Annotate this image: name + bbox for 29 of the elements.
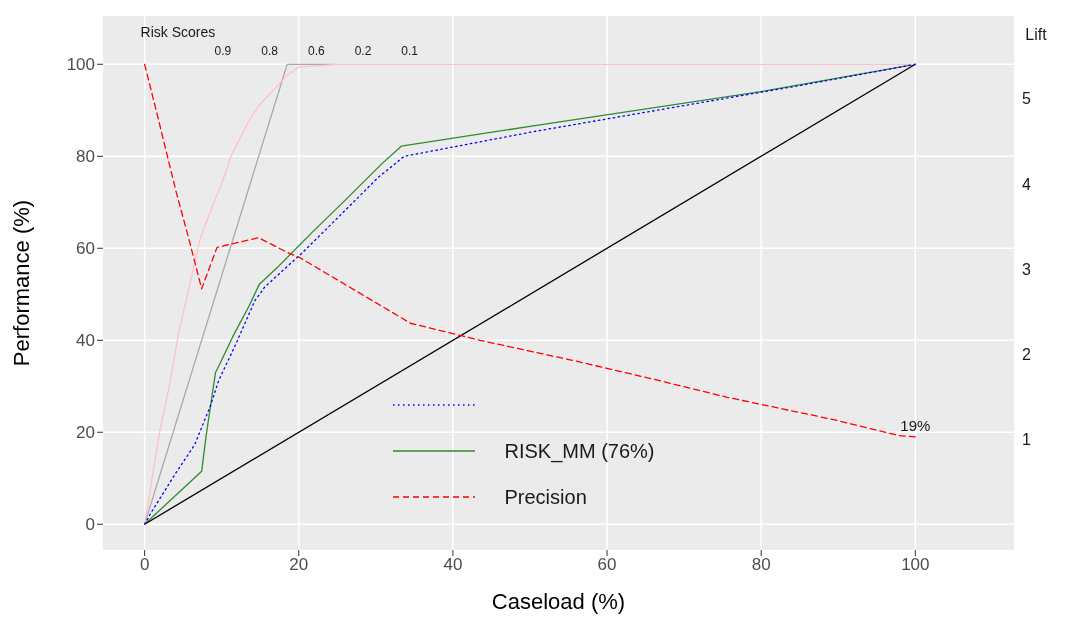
legend-label: Precision (504, 485, 587, 509)
x-tick-label: 60 (597, 555, 617, 575)
annotation: 0.8 (261, 44, 278, 58)
y2-tick-label: 4 (1022, 175, 1031, 193)
y-axis-title: Performance (%) (8, 199, 34, 367)
x-tick-label: 100 (901, 555, 930, 575)
x-tick-label: 80 (751, 555, 771, 575)
x-tick-label: 0 (139, 555, 150, 575)
x-axis-title: Caseload (%) (491, 589, 626, 614)
y-tick-label: 80 (76, 147, 95, 167)
annotation: Risk Scores (140, 24, 216, 40)
x-tick-label: 40 (443, 555, 463, 575)
annotation: 0.1 (401, 44, 419, 58)
y-tick-label: 0 (85, 515, 95, 535)
x-tick-label: 20 (289, 555, 309, 575)
legend-label: RISK_MM (76%) (504, 439, 655, 463)
annotation: 19% (900, 416, 931, 434)
y-tick-label: 40 (76, 331, 95, 351)
y2-tick-label: 5 (1022, 90, 1031, 108)
y-tick-label: 60 (76, 239, 95, 259)
annotation: 0.2 (354, 44, 372, 58)
y-tick-label: 100 (66, 55, 95, 75)
annotation: 0.9 (214, 44, 232, 58)
y-tick-label: 20 (76, 423, 95, 443)
y2-tick-label: 3 (1022, 260, 1031, 278)
y2-tick-label: 1 (1022, 430, 1031, 448)
y2-tick-label: 2 (1022, 345, 1031, 363)
annotation: 0.6 (307, 44, 325, 58)
y2-axis-title: Lift (1024, 26, 1048, 44)
